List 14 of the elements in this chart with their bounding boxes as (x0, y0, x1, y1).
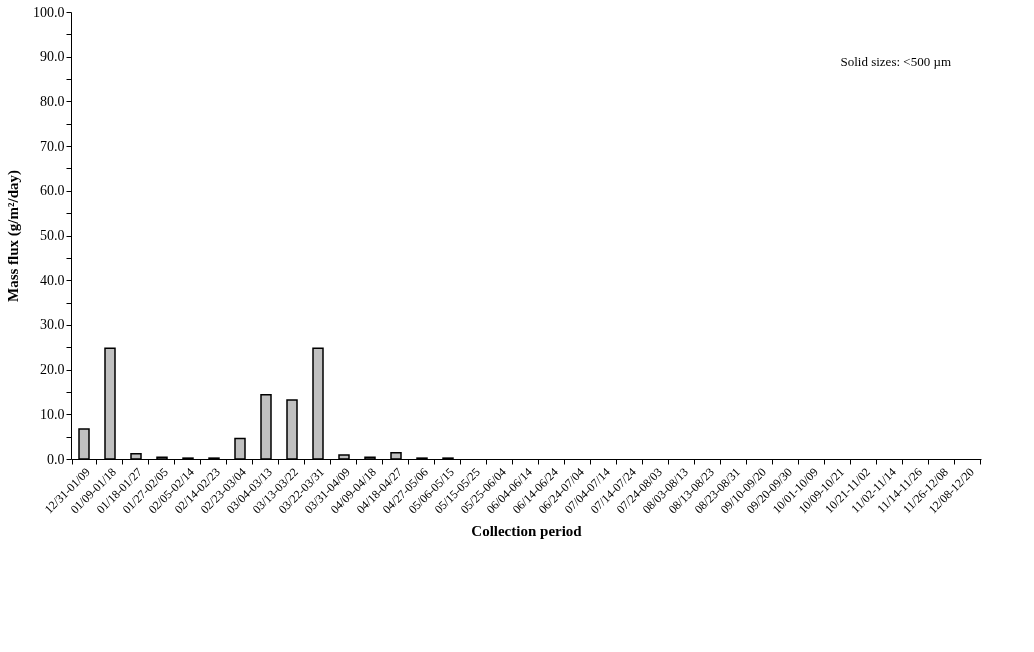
y-tick-label: 100.0 (33, 4, 65, 20)
y-tick-label: 10.0 (40, 406, 65, 422)
y-tick-label: 40.0 (40, 272, 65, 288)
y-tick-label: 50.0 (40, 228, 65, 243)
y-tick-label: 90.0 (40, 49, 65, 65)
x-axis-title: Collection period (471, 522, 583, 539)
y-tick-label: 0.0 (47, 451, 65, 467)
y-tick-label: 80.0 (40, 93, 65, 109)
y-axis-title: Mass flux (g/m²/day) (5, 170, 22, 302)
y-tick-label: 30.0 (40, 317, 65, 333)
y-tick-label: 20.0 (40, 362, 65, 378)
annotation: Solid sizes: <500 µm (840, 54, 951, 69)
y-tick-label: 60.0 (40, 183, 65, 199)
y-tick-label: 70.0 (40, 138, 65, 154)
